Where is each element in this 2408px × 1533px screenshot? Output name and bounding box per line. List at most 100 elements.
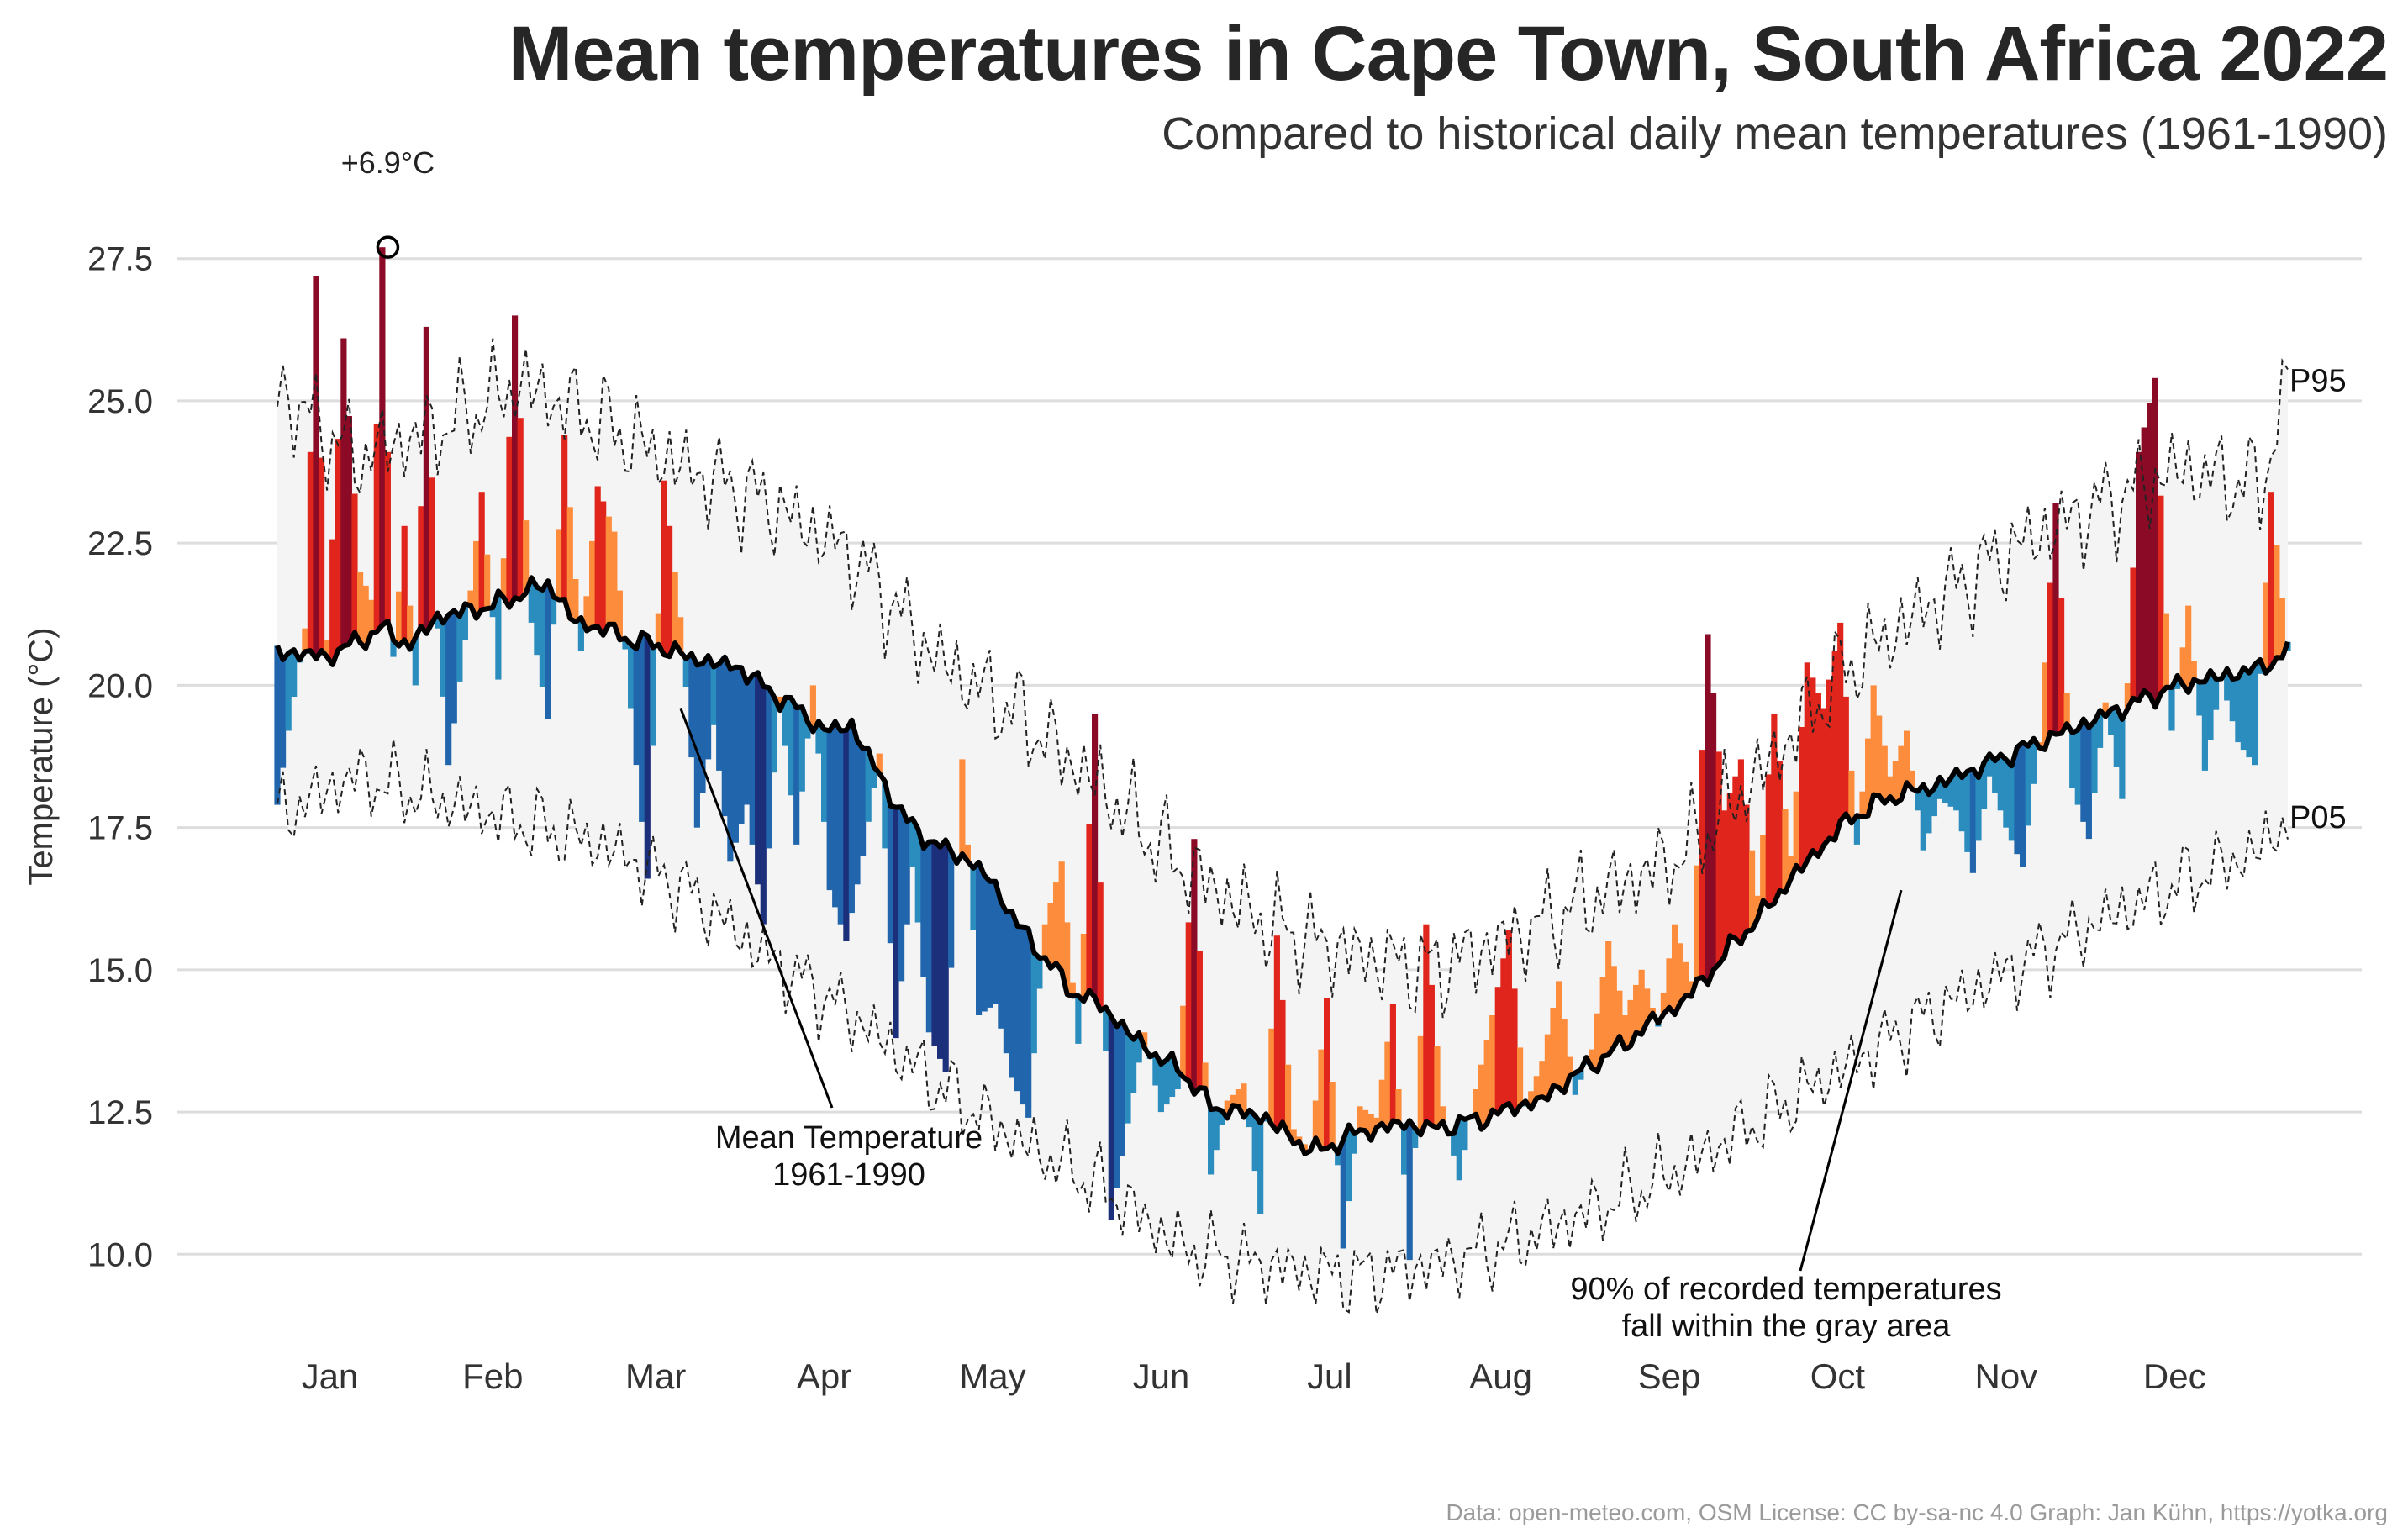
deviation-bar xyxy=(2063,693,2070,724)
deviation-bar xyxy=(976,861,983,1015)
deviation-bar xyxy=(843,730,850,941)
deviation-bar xyxy=(1246,1109,1253,1128)
deviation-bar xyxy=(826,730,833,891)
deviation-bar xyxy=(291,650,298,697)
deviation-bar xyxy=(324,640,330,657)
deviation-bar xyxy=(1920,784,1926,851)
deviation-bar xyxy=(2246,672,2253,758)
deviation-bar xyxy=(285,653,292,731)
deviation-bar xyxy=(2031,738,2037,784)
deviation-bar xyxy=(489,608,496,618)
deviation-bar xyxy=(1638,969,1645,1035)
deviation-bar xyxy=(1721,810,1728,957)
deviation-bar xyxy=(2130,567,2137,698)
deviation-bar xyxy=(495,591,502,680)
deviation-bar xyxy=(2185,605,2192,693)
deviation-bar xyxy=(2113,706,2120,767)
mean-callout-label: Mean Temperature xyxy=(715,1120,983,1156)
deviation-bar xyxy=(368,599,375,634)
deviation-bar xyxy=(2141,427,2147,691)
deviation-bar xyxy=(766,687,772,849)
deviation-bar xyxy=(1108,1016,1114,1220)
deviation-bar xyxy=(1075,995,1082,1044)
deviation-bar xyxy=(1036,958,1043,989)
deviation-bar xyxy=(1683,961,1689,996)
deviation-bar xyxy=(661,480,667,656)
deviation-bar xyxy=(876,753,883,774)
deviation-bar xyxy=(506,436,513,608)
deviation-bar xyxy=(749,675,756,845)
deviation-bar xyxy=(1241,1083,1247,1118)
deviation-bar xyxy=(517,418,524,600)
deviation-bar xyxy=(2190,661,2197,680)
deviation-bar xyxy=(727,668,734,862)
deviation-bar xyxy=(793,708,800,845)
deviation-bar xyxy=(1892,761,1899,803)
deviation-bar xyxy=(959,759,966,854)
deviation-bar xyxy=(2229,679,2236,722)
deviation-bar xyxy=(2158,495,2164,693)
mean-temperature-line xyxy=(275,575,2290,1156)
band-callout-line xyxy=(1799,889,1903,1272)
deviation-bar xyxy=(1578,1069,1584,1080)
deviation-bar xyxy=(920,848,927,977)
deviation-bar xyxy=(710,666,717,725)
deviation-bar xyxy=(1395,1089,1402,1122)
deviation-bar xyxy=(545,581,551,719)
deviation-bar xyxy=(1831,651,1838,840)
deviation-bar xyxy=(1533,1076,1540,1098)
deviation-bar xyxy=(556,529,562,600)
deviation-bar xyxy=(1926,794,1932,834)
deviation-bar xyxy=(1644,988,1651,1023)
deviation-bar xyxy=(1870,685,1877,795)
deviation-bar xyxy=(2174,675,2181,689)
deviation-bar xyxy=(682,658,689,687)
deviation-bar xyxy=(1064,922,1071,995)
deviation-bar xyxy=(1715,751,1722,965)
deviation-bar xyxy=(1694,865,1700,979)
deviation-bar xyxy=(1494,987,1501,1114)
deviation-bar xyxy=(1699,750,1705,977)
deviation-bar xyxy=(583,596,590,631)
month-label: Nov xyxy=(1975,1357,2038,1396)
deviation-bar xyxy=(1754,895,1761,919)
deviation-bar xyxy=(1268,1028,1275,1125)
deviation-bar xyxy=(1710,693,1717,970)
deviation-bar xyxy=(1213,1109,1220,1151)
deviation-bar xyxy=(1743,804,1750,931)
y-tick-label: 10.0 xyxy=(87,1236,153,1273)
deviation-bar xyxy=(893,807,899,1039)
deviation-bar xyxy=(500,558,507,598)
deviation-bar xyxy=(716,663,723,771)
deviation-bar xyxy=(1550,1008,1557,1086)
deviation-bar xyxy=(1346,1125,1352,1202)
deviation-bar xyxy=(572,579,579,622)
deviation-bar xyxy=(274,645,281,805)
deviation-bar xyxy=(539,590,545,687)
deviation-bar xyxy=(1633,984,1640,1033)
deviation-bar xyxy=(577,618,584,651)
deviation-bar xyxy=(357,572,364,643)
deviation-bar xyxy=(882,781,888,849)
deviation-bar xyxy=(1749,850,1756,930)
deviation-bar xyxy=(981,875,988,1012)
deviation-bar xyxy=(1788,856,1794,879)
deviation-bar xyxy=(931,841,938,1046)
deviation-bar xyxy=(1423,924,1430,1122)
deviation-bar xyxy=(445,614,452,766)
deviation-bar xyxy=(1898,745,1905,800)
deviation-bar xyxy=(1865,738,1872,816)
deviation-bar xyxy=(1621,1015,1628,1050)
deviation-bar xyxy=(1357,1106,1363,1130)
deviation-bar xyxy=(1257,1123,1264,1214)
deviation-bar xyxy=(1169,1052,1176,1097)
deviation-bar xyxy=(1080,934,1087,1002)
p05-line xyxy=(277,739,2289,1314)
deviation-bar xyxy=(1627,999,1634,1046)
deviation-bar xyxy=(1092,714,1099,998)
deviation-bar xyxy=(1489,1015,1496,1110)
deviation-bar xyxy=(1859,791,1866,817)
deviation-bar xyxy=(2058,598,2065,734)
deviation-bar xyxy=(423,326,429,634)
